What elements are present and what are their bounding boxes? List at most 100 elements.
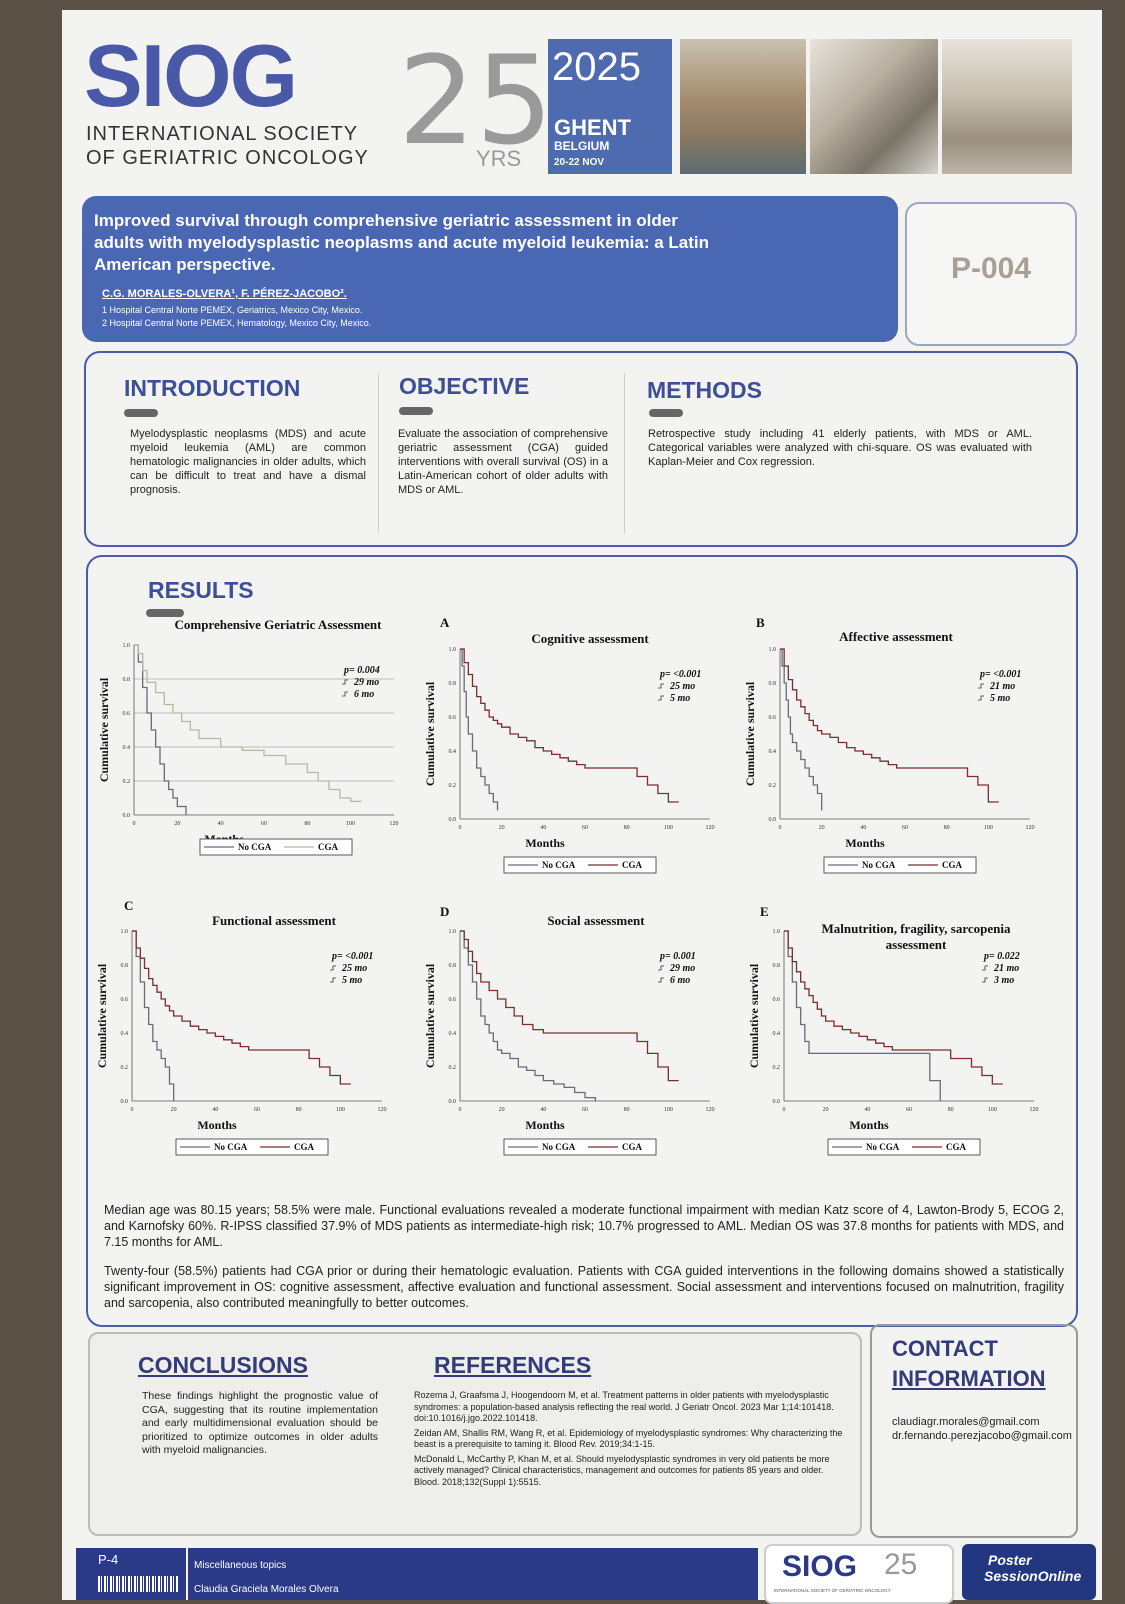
chart-title: Cognitive assessment	[531, 631, 649, 646]
y-tick-label: 1.0	[449, 647, 457, 653]
footer-siog-sub: INTERNATIONAL SOCIETY OF GERIATRIC ONCOL…	[774, 1588, 891, 1593]
x-tick-label: 20	[823, 1107, 829, 1113]
intro-bar	[124, 409, 158, 417]
intro-heading: INTRODUCTION	[124, 375, 301, 401]
results-paragraph-2: Twenty-four (58.5%) patients had CGA pri…	[104, 1264, 1064, 1310]
y-tick-label: 0.4	[449, 1031, 457, 1037]
x-tick-label: 80	[624, 825, 630, 831]
y-tick-label: 0.6	[123, 711, 131, 717]
footer-info-box: Miscellaneous topics Claudia Graciela Mo…	[188, 1548, 758, 1600]
legend-label-cga: CGA	[318, 842, 339, 852]
y-tick-label: 0.2	[769, 783, 777, 789]
email-link-2[interactable]: dr.fernando.perezjacobo@gmail.com	[892, 1430, 1072, 1442]
x-tick-label: 40	[540, 825, 546, 831]
x-tick-label: 40	[864, 1107, 870, 1113]
x-tick-label: 120	[1030, 1107, 1039, 1113]
x-tick-label: 40	[212, 1107, 218, 1113]
legend-box	[175, 1138, 329, 1156]
legend-label-nocga: No CGA	[542, 860, 576, 870]
legend-box	[827, 1138, 981, 1156]
step-icon	[978, 695, 984, 701]
footer-topic: Miscellaneous topics	[194, 1560, 287, 1571]
y-tick-label: 0.8	[449, 681, 457, 687]
median-cga: 21 mo	[993, 963, 1019, 974]
conclusions-references-box: CONCLUSIONS These findings highlight the…	[88, 1332, 862, 1536]
title-line2: adults with myelodysplastic neoplasms an…	[94, 233, 710, 252]
x-tick-label: 100	[664, 825, 673, 831]
event-city: GHENT	[554, 115, 631, 140]
legend-label-cga: CGA	[622, 860, 643, 870]
y-axis-label: Cumulative survival	[747, 963, 761, 1068]
divider	[378, 373, 379, 533]
legend-label-cga: CGA	[942, 860, 963, 870]
y-axis-label: Cumulative survival	[423, 963, 437, 1068]
km-curve-no-cga	[780, 648, 823, 811]
y-tick-label: 0.0	[449, 1099, 457, 1105]
step-icon	[978, 683, 984, 689]
p-value: p= 0.022	[983, 951, 1020, 962]
affiliation-2: 2 Hospital Central Norte PEMEX, Hematolo…	[102, 318, 372, 328]
legend-label-nocga: No CGA	[862, 860, 896, 870]
methods-heading: METHODS	[647, 377, 762, 403]
x-axis-label: Months	[197, 1118, 237, 1132]
chart-title: Comprehensive Geriatric Assessment	[174, 617, 382, 632]
y-tick-label: 0.4	[449, 749, 457, 755]
legend-label-cga: CGA	[622, 1142, 643, 1152]
results-section: RESULTS 0 20 40 60 80 100 120 0.0 0.2 0.4 0.6 0.8 1.…	[86, 555, 1078, 1327]
x-tick-label: 0	[783, 1107, 786, 1113]
km-curve-cga	[460, 648, 679, 803]
x-tick-label: 40	[860, 825, 866, 831]
legend-label-cga: CGA	[294, 1142, 315, 1152]
society-name: INTERNATIONAL SOCIETY OF GERIATRIC ONCOL…	[86, 122, 369, 170]
y-tick-label: 0.2	[773, 1065, 781, 1071]
y-tick-label: 0.0	[123, 813, 131, 819]
society-line2: OF GERIATRIC ONCOLOGY	[86, 147, 369, 169]
y-tick-label: 0.4	[769, 749, 777, 755]
x-tick-label: 100	[988, 1107, 997, 1113]
y-tick-label: 0.2	[123, 779, 131, 785]
poster: SIOG INTERNATIONAL SOCIETY OF GERIATRIC …	[62, 10, 1102, 1604]
chart-title: Functional assessment	[212, 913, 337, 928]
x-tick-label: 20	[819, 825, 825, 831]
median-nocga: 5 mo	[990, 693, 1010, 704]
x-tick-label: 80	[944, 825, 950, 831]
objective-heading: OBJECTIVE	[399, 373, 530, 399]
legend-label-cga: CGA	[946, 1142, 967, 1152]
x-tick-label: 20	[499, 825, 505, 831]
x-axis-label: Months	[845, 836, 885, 850]
y-tick-label: 0.6	[773, 997, 781, 1003]
y-tick-label: 0.2	[449, 1065, 457, 1071]
y-tick-label: 0.8	[769, 681, 777, 687]
siog-logo: SIOG	[84, 26, 298, 125]
footer-siog-text: SIOG	[782, 1550, 858, 1583]
affiliation-1: 1 Hospital Central Norte PEMEX, Geriatri…	[102, 305, 363, 315]
ghent-photo-2	[810, 39, 938, 174]
methods-text: Retrospective study including 41 elderly…	[648, 428, 1032, 468]
x-tick-label: 100	[336, 1107, 345, 1113]
x-tick-label: 60	[254, 1107, 260, 1113]
y-tick-label: 0.8	[121, 963, 129, 969]
intro-text: Myelodysplastic neoplasms (MDS) and acut…	[130, 428, 366, 496]
ghent-photo-1	[680, 39, 806, 174]
median-nocga: 3 mo	[993, 975, 1014, 986]
step-icon	[342, 691, 348, 697]
chart-title: assessment	[886, 937, 947, 952]
y-tick-label: 0.8	[449, 963, 457, 969]
y-tick-label: 0.4	[123, 745, 131, 751]
email-link-1[interactable]: claudiagr.morales@gmail.com	[892, 1416, 1040, 1428]
results-heading: RESULTS	[148, 577, 254, 603]
objective-bar	[399, 407, 433, 415]
km-curve-cga	[784, 930, 1003, 1085]
footer-author: Claudia Graciela Morales Olvera	[194, 1584, 339, 1595]
footer-poster-code: P-4	[98, 1552, 119, 1567]
km-curve-no-cga	[132, 930, 175, 1101]
p-value: p= <0.001	[979, 669, 1021, 680]
chart-title: Malnutrition, fragility, sarcopenia	[822, 921, 1011, 936]
x-tick-label: 120	[1026, 825, 1035, 831]
x-tick-label: 40	[540, 1107, 546, 1113]
event-year: 2025	[552, 45, 641, 89]
panel-letter: D	[440, 904, 449, 919]
panel-letter: B	[756, 615, 765, 630]
step-icon	[330, 965, 336, 971]
x-tick-label: 60	[582, 1107, 588, 1113]
